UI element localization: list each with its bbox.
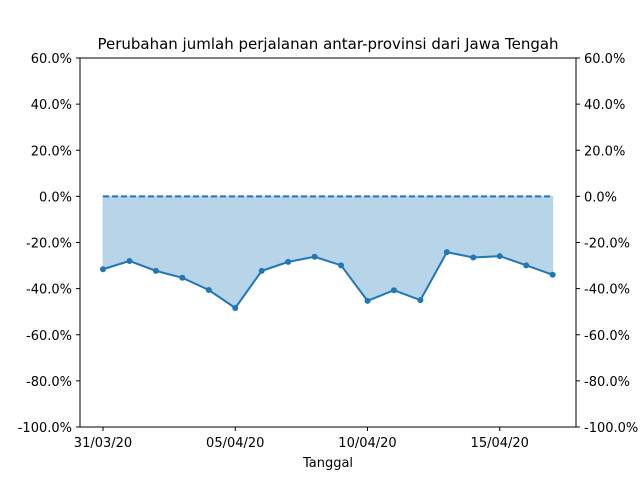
data-point — [205, 287, 212, 294]
y-tick-label-right: -20.0% — [584, 237, 630, 252]
data-point — [390, 287, 397, 294]
y-tick-label-left: 40.0% — [31, 98, 72, 113]
x-tick-label: 10/04/20 — [338, 436, 396, 451]
y-tick-label-left: 60.0% — [31, 52, 72, 67]
y-tick-label-left: 0.0% — [39, 190, 72, 205]
series-layer — [100, 249, 556, 311]
y-tick-label-left: -40.0% — [26, 283, 72, 298]
y-tick-label-left: -100.0% — [18, 421, 72, 436]
data-point — [100, 266, 106, 273]
y-tick-label-left: -20.0% — [26, 237, 72, 252]
y-axis-left-ticks: 60.0% 40.0% 20.0% 0.0% -20.0% -40.0% -60.0% -80… — [18, 52, 80, 436]
x-axis-label: Tanggal — [302, 456, 353, 471]
data-point — [523, 262, 530, 269]
data-point — [232, 304, 239, 311]
area-fill-layer — [102, 195, 554, 309]
y-tick-label-left: -80.0% — [26, 375, 72, 390]
series-line — [102, 251, 553, 310]
data-point — [285, 258, 292, 265]
data-point — [126, 257, 133, 264]
chart-title: Perubahan jumlah perjalanan antar-provin… — [97, 35, 558, 53]
data-point — [364, 297, 371, 304]
y-tick-label-right: -100.0% — [584, 421, 638, 436]
data-point — [152, 267, 159, 274]
y-tick-label-right: -80.0% — [584, 375, 630, 390]
y-tick-label-left: -60.0% — [26, 329, 72, 344]
area-fill — [102, 195, 554, 309]
data-point — [496, 253, 503, 260]
data-point — [179, 274, 186, 281]
y-tick-label-right: -40.0% — [584, 283, 630, 298]
y-tick-label-right: 0.0% — [584, 190, 617, 205]
data-point — [470, 254, 477, 261]
y-axis-right-ticks: 60.0% 40.0% 20.0% 0.0% -20.0% -40.0% -60.0% -80… — [576, 52, 638, 436]
y-tick-label-left: 20.0% — [31, 144, 72, 159]
x-tick-label: 31/03/20 — [74, 436, 132, 451]
y-tick-label-right: 40.0% — [584, 98, 625, 113]
x-tick-label: 05/04/20 — [206, 436, 264, 451]
data-point — [417, 297, 424, 304]
y-tick-label-right: -60.0% — [584, 329, 630, 344]
data-point — [549, 271, 556, 278]
y-tick-label-right: 20.0% — [584, 144, 625, 159]
x-tick-label: 15/04/20 — [471, 436, 529, 451]
data-point — [258, 267, 265, 274]
data-point — [338, 262, 345, 269]
data-point — [443, 249, 450, 256]
data-point — [311, 253, 318, 260]
y-tick-label-right: 60.0% — [584, 52, 625, 67]
x-axis-ticks: 31/03/20 05/04/20 10/04/20 15/04/20 — [74, 427, 529, 451]
